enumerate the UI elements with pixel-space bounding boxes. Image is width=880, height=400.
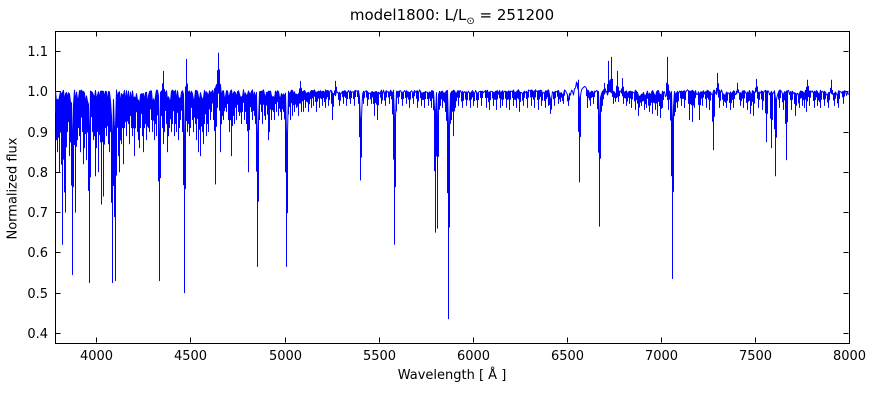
tick-labels: 4000 4500 5000 5500 6000 6500 7000 7500 8000 0.4 0…: [27, 45, 866, 364]
x-tick-label: 4000: [80, 349, 113, 364]
y-tick-label: 0.6: [27, 246, 48, 261]
x-tick-label: 6000: [457, 349, 490, 364]
y-tick-label: 0.4: [27, 327, 48, 342]
x-tick-label: 4500: [174, 349, 207, 364]
plot-frame: [55, 31, 850, 344]
spectrum-line: [55, 52, 849, 320]
plot-title: model1800: L/L⊙ = 251200: [55, 6, 849, 27]
x-tick-label: 6500: [551, 349, 584, 364]
y-tick-label: 0.8: [27, 166, 48, 181]
plot-title-suffix: = 251200: [474, 6, 555, 24]
y-tick-label: 0.7: [27, 206, 48, 221]
y-axis-label: Normalized flux: [5, 137, 21, 240]
x-tick-label: 5000: [269, 349, 302, 364]
y-tick-label: 0.9: [27, 126, 48, 141]
x-tick-label: 7000: [645, 349, 678, 364]
y-tick-label: 1.0: [27, 85, 48, 100]
x-tick-label: 8000: [833, 349, 866, 364]
plot-title-prefix: model1800: L/L: [349, 6, 467, 24]
y-tick-label: 1.1: [27, 45, 48, 60]
x-tick-label: 7500: [739, 349, 772, 364]
x-tick-label: 5500: [363, 349, 396, 364]
axis-ticks: [55, 31, 850, 343]
sun-symbol: ⊙: [466, 16, 475, 27]
x-axis-label: Wavelength [ Å ]: [397, 368, 507, 383]
y-tick-label: 0.5: [27, 287, 48, 302]
